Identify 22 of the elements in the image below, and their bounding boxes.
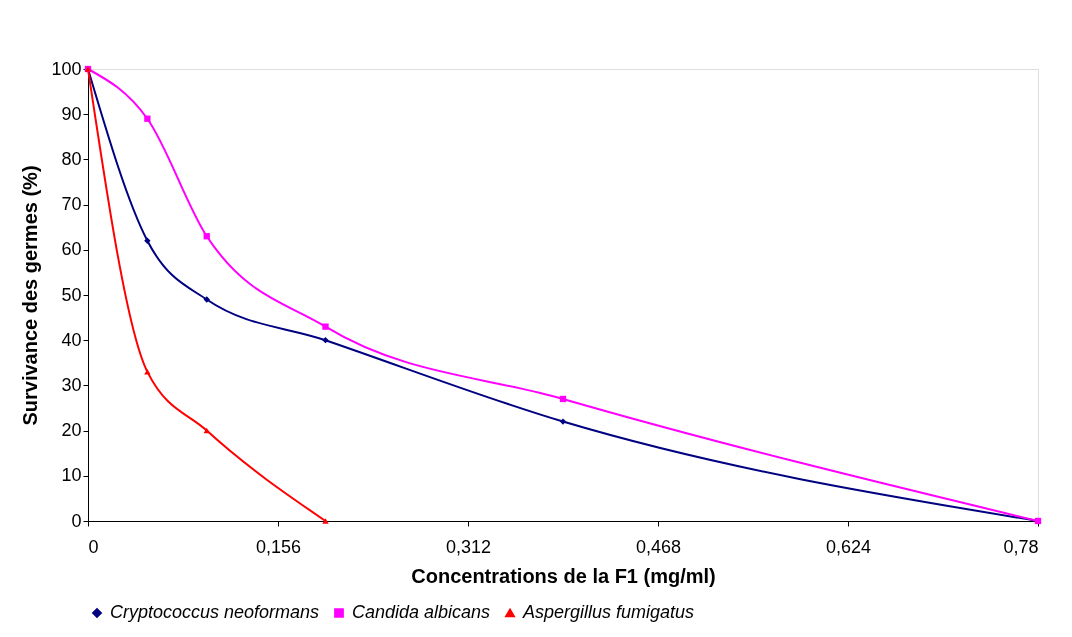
x-tick-label: 0,312 (445, 536, 492, 557)
y-tick-label: 10 (61, 465, 82, 486)
x-tick-label: 0,78 (1003, 536, 1039, 557)
x-tick-label: 0 (88, 536, 99, 557)
legend-label: Aspergillus fumigatus (522, 602, 695, 622)
y-tick-label: 70 (61, 194, 82, 215)
legend-label: Candida albicans (352, 602, 491, 622)
x-tick-label: 0,468 (635, 536, 682, 557)
y-tick-label: 80 (61, 148, 82, 169)
y-tick-label: 20 (61, 420, 82, 441)
y-tick-label: 0 (71, 510, 82, 531)
y-tick-label: 40 (61, 329, 82, 350)
y-axis-title: Survivance des germes (%) (19, 165, 42, 426)
y-tick-label: 50 (61, 284, 82, 305)
y-tick-label: 90 (61, 103, 82, 124)
x-axis-title: Concentrations de la F1 (mg/ml) (411, 564, 716, 587)
x-tick-label: 0,156 (255, 536, 302, 557)
y-tick-label: 60 (61, 239, 82, 260)
y-tick-label: 100 (51, 58, 82, 79)
y-tick-label: 30 (61, 374, 82, 395)
legend-label: Cryptococcus neoformans (110, 602, 320, 622)
x-tick-label: 0,624 (825, 536, 872, 557)
